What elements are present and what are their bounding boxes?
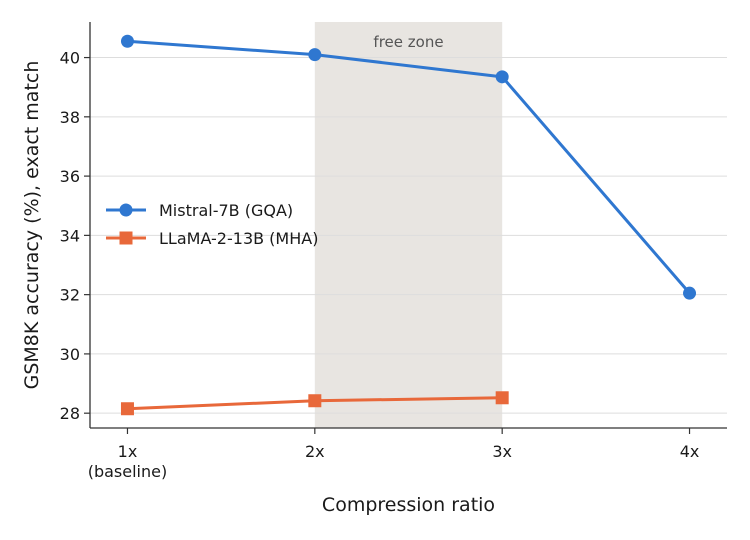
y-tick-label: 38: [60, 108, 80, 127]
free-zone-span-layer: free zone: [314, 22, 503, 428]
data-point: [308, 48, 322, 62]
y-tick-label: 32: [60, 286, 80, 305]
data-point: [308, 394, 322, 408]
free-zone-span: [314, 22, 503, 428]
legend-marker: [119, 203, 133, 217]
data-point: [120, 34, 134, 48]
data-point: [120, 402, 134, 416]
legend-label: Mistral-7B (GQA): [159, 201, 293, 220]
y-tick-label: 34: [60, 226, 80, 245]
data-point: [495, 391, 509, 405]
x-tick-label: 1x: [118, 442, 138, 461]
legend-label: LLaMA-2-13B (MHA): [159, 229, 318, 248]
series-line: [127, 39, 691, 295]
data-point: [495, 70, 509, 84]
legend-marker: [119, 231, 133, 245]
x-tick-label: (baseline): [88, 462, 168, 481]
x-tick-label: 2x: [305, 442, 325, 461]
series-0: [120, 34, 697, 300]
x-tick-label: 3x: [492, 442, 512, 461]
free-zone-label: free zone: [373, 33, 443, 51]
y-tick-label: 28: [60, 404, 80, 423]
y-tick-label: 30: [60, 345, 80, 364]
y-tick-label: 40: [60, 49, 80, 68]
axes: 28 30 32 34 36 38 40 1x(baseline) 2x 3x 4x: [60, 22, 727, 481]
data-point: [683, 286, 697, 300]
x-tick-label: 4x: [680, 442, 700, 461]
gridlines: [90, 57, 727, 414]
x-axis-title: Compression ratio: [322, 494, 495, 516]
series-1: [120, 391, 509, 416]
y-tick-label: 36: [60, 167, 80, 186]
series-layer: [120, 34, 697, 416]
legend: Mistral-7B (GQA) LLaMA-2-13B (MHA): [106, 201, 318, 248]
y-axis-title: GSM8K accuracy (%), exact match: [21, 61, 43, 390]
